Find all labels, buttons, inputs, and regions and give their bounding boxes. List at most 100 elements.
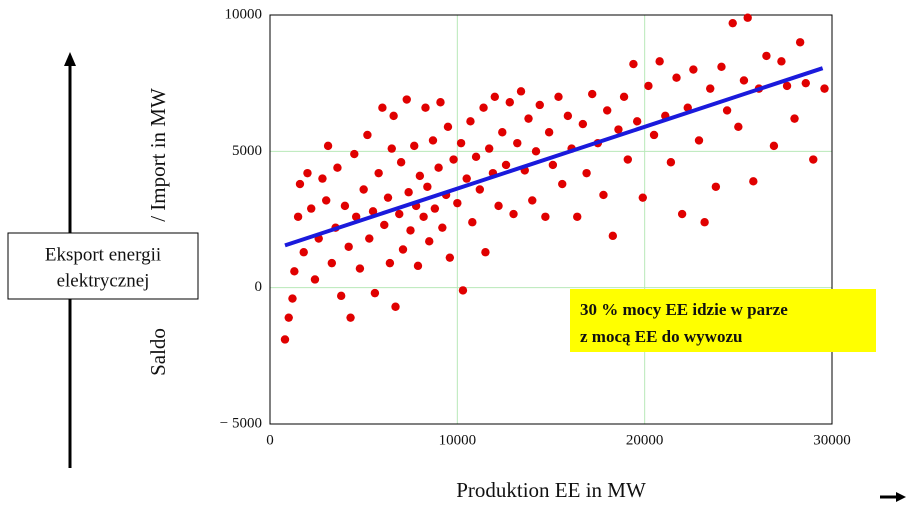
point	[406, 226, 415, 235]
point	[391, 302, 400, 311]
point	[436, 98, 445, 107]
point	[430, 204, 440, 213]
arrow-head	[64, 52, 76, 66]
point	[666, 158, 676, 167]
point	[346, 313, 355, 322]
point	[458, 286, 468, 295]
point	[421, 103, 430, 112]
point	[365, 234, 374, 243]
point	[544, 128, 554, 137]
y-tick-label: − 5000	[220, 415, 262, 431]
point	[490, 92, 499, 102]
point	[683, 103, 692, 112]
point	[383, 193, 393, 202]
point	[471, 152, 481, 161]
point	[322, 196, 331, 205]
point	[479, 103, 488, 112]
point	[374, 168, 383, 178]
point	[456, 138, 466, 148]
x-tick-label: 30000	[813, 432, 851, 448]
point	[402, 95, 411, 104]
point	[728, 18, 737, 28]
point	[380, 220, 389, 230]
point	[284, 313, 293, 322]
point	[351, 212, 361, 221]
fit-line	[284, 66, 824, 248]
point	[443, 122, 453, 131]
point	[649, 130, 659, 140]
point	[449, 155, 458, 164]
point	[524, 114, 533, 123]
point	[336, 291, 346, 301]
point	[655, 57, 664, 66]
point	[498, 128, 507, 137]
point	[423, 182, 432, 191]
box-text: elektrycznej	[57, 270, 150, 291]
point	[541, 212, 550, 221]
point	[310, 275, 320, 284]
point	[694, 136, 704, 145]
point	[378, 103, 387, 112]
point	[307, 204, 316, 213]
point	[368, 207, 378, 216]
point	[303, 168, 312, 178]
point	[438, 223, 447, 232]
point	[554, 92, 563, 102]
box-text: Eksport energii	[45, 244, 161, 265]
point	[629, 59, 638, 69]
point	[333, 163, 342, 172]
point	[582, 168, 591, 178]
point	[462, 174, 471, 183]
annotation: z mocą EE do wywozu	[580, 327, 742, 346]
point	[614, 125, 623, 134]
point	[419, 212, 428, 221]
point	[395, 209, 404, 219]
point	[644, 81, 653, 91]
point	[350, 149, 359, 159]
point	[623, 155, 633, 164]
point	[578, 119, 588, 129]
x-axis-label: Produktion EE in MW	[456, 478, 646, 502]
point	[531, 147, 541, 156]
point	[453, 198, 462, 208]
arrow-head	[896, 492, 906, 502]
point	[355, 264, 365, 273]
point	[425, 237, 434, 246]
point	[608, 231, 618, 241]
point	[434, 163, 443, 172]
point	[410, 141, 419, 151]
point	[734, 122, 743, 131]
point	[340, 201, 350, 211]
point	[722, 106, 732, 115]
point	[743, 13, 752, 22]
point	[700, 218, 709, 227]
y-tick-label: 0	[255, 279, 263, 295]
point	[762, 51, 771, 61]
y-tick-label: 10000	[225, 6, 263, 22]
point	[717, 62, 726, 72]
point	[638, 193, 647, 202]
point	[769, 141, 779, 151]
point	[415, 171, 425, 181]
point	[558, 179, 567, 189]
point	[327, 258, 337, 268]
point	[385, 258, 395, 268]
point	[295, 179, 305, 189]
point	[749, 177, 758, 186]
point	[428, 136, 438, 145]
point	[280, 335, 290, 344]
point	[782, 81, 792, 91]
point	[370, 288, 380, 298]
point	[481, 248, 490, 257]
point	[711, 182, 721, 191]
point	[588, 89, 597, 99]
point	[509, 209, 518, 219]
point	[344, 242, 353, 251]
point	[632, 117, 642, 126]
point	[404, 188, 413, 197]
x-tick-label: 20000	[626, 432, 664, 448]
annotation: 30 % mocy EE idzie w parze	[580, 300, 788, 319]
point	[672, 73, 681, 82]
point	[795, 38, 805, 47]
